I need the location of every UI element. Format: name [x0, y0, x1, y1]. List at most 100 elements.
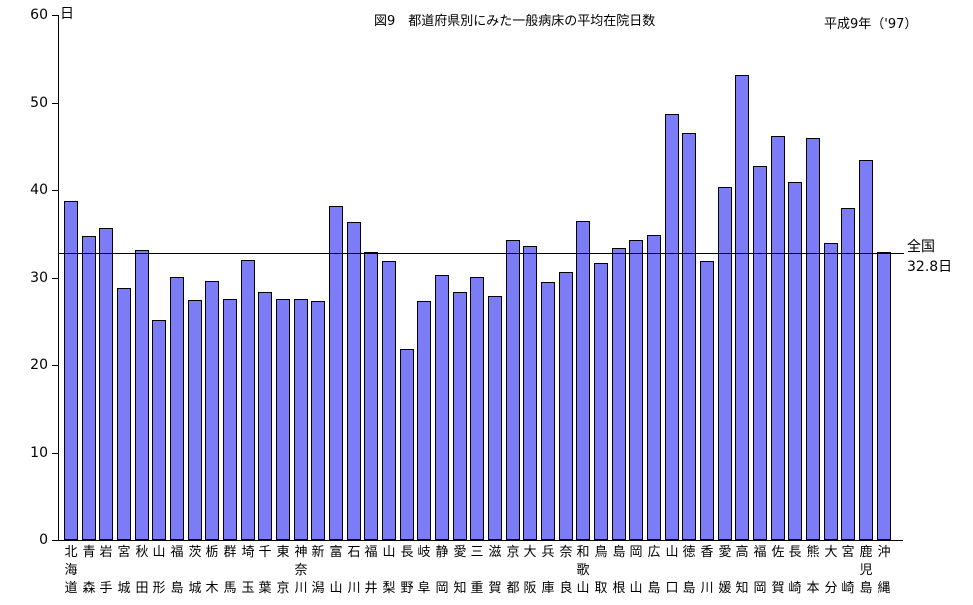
x-label-北海道: 北	[64, 545, 78, 560]
y-tick-label: 30	[30, 270, 48, 286]
y-tick-label: 40	[30, 182, 48, 198]
x-label-山形: 形	[152, 581, 166, 596]
bar-香川	[700, 261, 714, 540]
y-tick-mark	[52, 190, 58, 191]
year-label: 平成9年（'97）	[824, 17, 918, 32]
x-label-東京: 東	[276, 545, 290, 560]
x-label-岡山: 岡	[629, 545, 643, 560]
x-label-長野: 野	[400, 581, 414, 596]
x-label-静岡: 静	[435, 545, 449, 560]
x-label-長崎: 長	[788, 545, 802, 560]
x-label-埼玉: 玉	[241, 581, 255, 596]
y-tick-label: 10	[30, 445, 48, 461]
bar-奈良	[559, 272, 573, 540]
bar-高知	[735, 75, 749, 540]
chart-title: 図9 都道府県別にみた一般病床の平均在院日数	[374, 14, 656, 29]
x-label-群馬: 群	[223, 545, 237, 560]
x-label-鳥取: 鳥	[594, 545, 608, 560]
x-label-鹿児島: 島	[859, 581, 873, 596]
national-average-line	[58, 253, 904, 254]
x-label-福岡: 岡	[753, 581, 767, 596]
x-label-茨城: 茨	[188, 545, 202, 560]
x-label-大阪: 阪	[523, 581, 537, 596]
bar-愛知	[453, 292, 467, 540]
x-label-愛知: 愛	[453, 545, 467, 560]
bar-青森	[82, 236, 96, 540]
bar-滋賀	[488, 296, 502, 540]
bar-兵庫	[541, 282, 555, 540]
bar-北海道	[64, 201, 78, 540]
x-label-新潟: 新	[311, 545, 325, 560]
bar-鳥取	[594, 263, 608, 540]
x-label-群馬: 馬	[223, 581, 237, 596]
bar-新潟	[311, 301, 325, 540]
x-label-北海道: 道	[64, 581, 78, 596]
x-label-岩手: 岩	[99, 545, 113, 560]
bar-島根	[612, 248, 626, 540]
x-label-徳島: 徳	[682, 545, 696, 560]
x-label-広島: 広	[647, 545, 661, 560]
x-label-島根: 島	[612, 545, 626, 560]
x-label-宮崎: 宮	[841, 545, 855, 560]
x-label-秋田: 秋	[135, 545, 149, 560]
x-label-京都: 都	[506, 581, 520, 596]
x-label-岐阜: 岐	[417, 545, 431, 560]
x-label-愛媛: 媛	[718, 581, 732, 596]
bar-千葉	[258, 292, 272, 540]
bar-長崎	[788, 182, 802, 540]
x-label-京都: 京	[506, 545, 520, 560]
x-label-山梨: 山	[382, 545, 396, 560]
bar-富山	[329, 206, 343, 540]
x-label-香川: 川	[700, 581, 714, 596]
x-label-大分: 分	[824, 581, 838, 596]
bar-神奈川	[294, 299, 308, 540]
bar-福岡	[753, 166, 767, 540]
bar-岐阜	[417, 301, 431, 540]
x-label-岐阜: 阜	[417, 581, 431, 596]
x-label-長野: 長	[400, 545, 414, 560]
x-label-栃木: 木	[205, 581, 219, 596]
x-label-大分: 大	[824, 545, 838, 560]
bar-群馬	[223, 299, 237, 540]
x-label-神奈川: 神	[294, 545, 308, 560]
x-label-奈良: 奈	[559, 545, 573, 560]
bar-宮崎	[841, 208, 855, 540]
bar-沖縄	[877, 252, 891, 540]
x-label-岩手: 手	[99, 581, 113, 596]
x-label-山形: 山	[152, 545, 166, 560]
x-axis-line	[58, 540, 903, 541]
bar-東京	[276, 299, 290, 540]
bar-大阪	[523, 246, 537, 540]
bar-山形	[152, 320, 166, 540]
x-label-福井: 福	[364, 545, 378, 560]
x-label-福井: 井	[364, 581, 378, 596]
y-tick-mark	[52, 15, 58, 16]
x-label-兵庫: 兵	[541, 545, 555, 560]
x-label-和歌山: 和	[576, 545, 590, 560]
x-label-石川: 石	[347, 545, 361, 560]
bar-岡山	[629, 240, 643, 540]
x-label-富山: 山	[329, 581, 343, 596]
y-tick-label: 60	[30, 7, 48, 23]
bar-岩手	[99, 228, 113, 540]
national-average-label: 全国 32.8日	[907, 237, 952, 277]
x-label-佐賀: 佐	[771, 545, 785, 560]
y-tick-mark	[52, 540, 58, 541]
y-tick-label: 0	[39, 532, 48, 548]
bar-広島	[647, 235, 661, 540]
x-label-山梨: 梨	[382, 581, 396, 596]
x-label-新潟: 潟	[311, 581, 325, 596]
bar-愛媛	[718, 187, 732, 540]
x-label-香川: 香	[700, 545, 714, 560]
x-label-高知: 高	[735, 545, 749, 560]
bar-徳島	[682, 133, 696, 540]
x-label-奈良: 良	[559, 581, 573, 596]
x-label-神奈川: 川	[294, 581, 308, 596]
x-label-沖縄: 縄	[877, 581, 891, 596]
x-label-福島: 福	[170, 545, 184, 560]
x-label-鹿児島: 児	[859, 563, 873, 578]
bar-石川	[347, 222, 361, 540]
bar-栃木	[205, 281, 219, 540]
y-axis-line	[58, 15, 59, 540]
x-label-鹿児島: 鹿	[859, 545, 873, 560]
